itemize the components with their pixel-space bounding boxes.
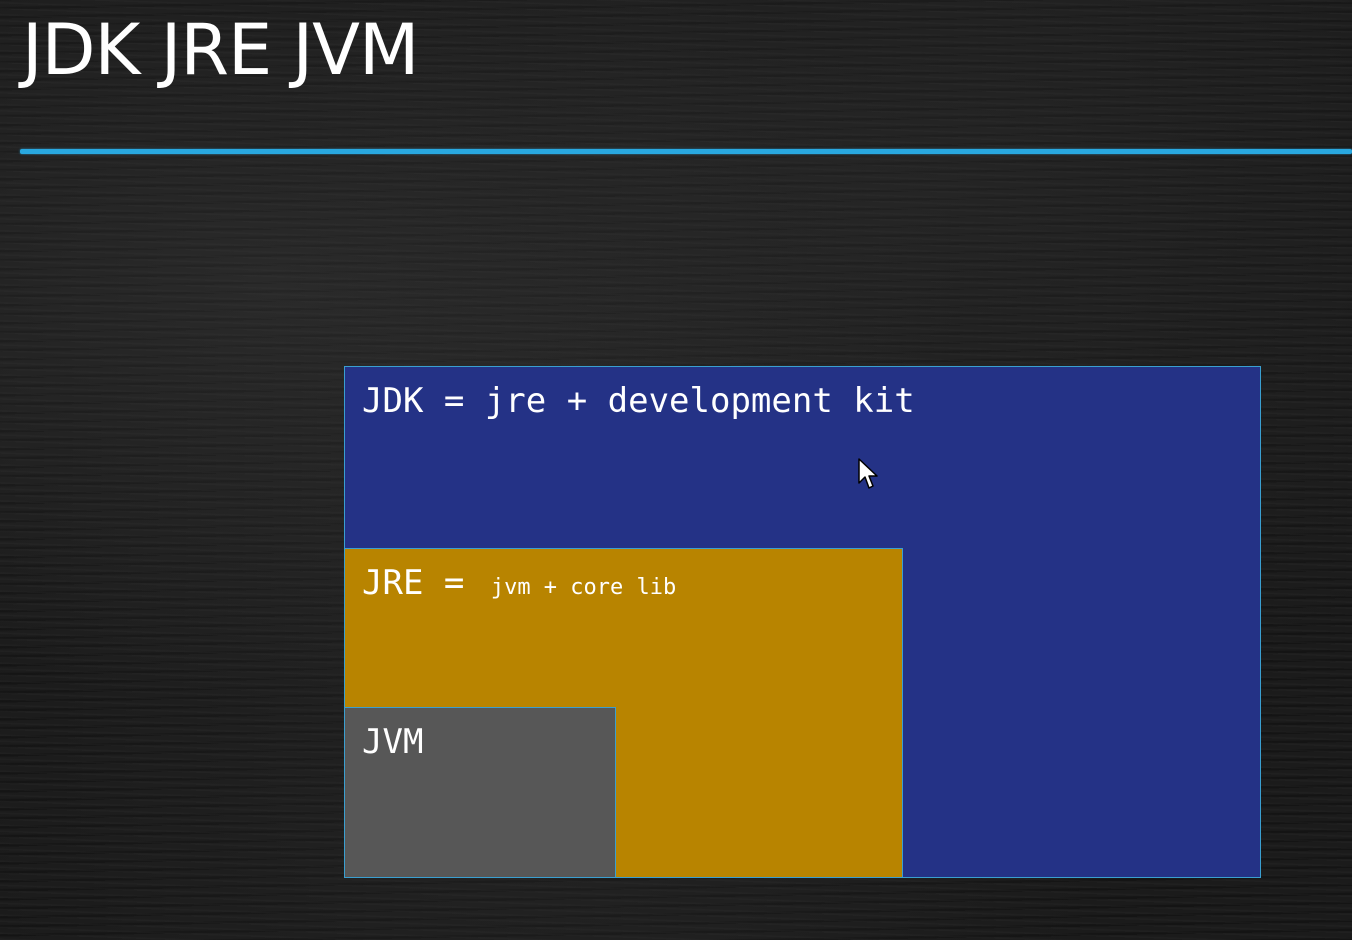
mouse-pointer-icon [858,458,878,489]
jre-label: JRE = jvm + core lib [362,563,676,603]
jre-label-main: JRE = [362,563,485,603]
jre-label-sub: jvm + core lib [490,575,677,600]
title-underline [20,149,1352,154]
slide-title: JDK JRE JVM [22,9,419,91]
jvm-label: JVM [362,722,424,762]
jvm-box: JVM [344,707,616,878]
jdk-label: JDK = jre + development kit [362,381,915,421]
